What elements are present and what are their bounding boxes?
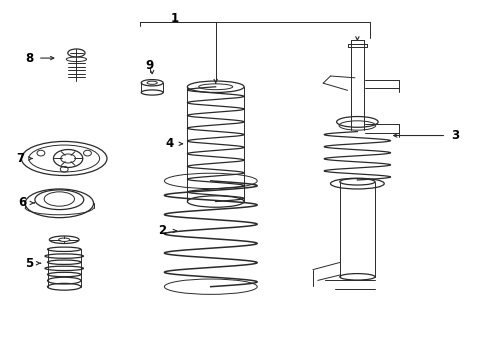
Text: 2: 2	[158, 224, 166, 238]
Text: 7: 7	[16, 152, 24, 165]
Text: 1: 1	[171, 12, 179, 25]
Text: 3: 3	[451, 129, 459, 142]
Text: 5: 5	[25, 257, 33, 270]
Text: 6: 6	[19, 197, 27, 210]
Text: 9: 9	[146, 59, 154, 72]
Text: 8: 8	[25, 51, 33, 64]
Text: 4: 4	[166, 137, 174, 150]
